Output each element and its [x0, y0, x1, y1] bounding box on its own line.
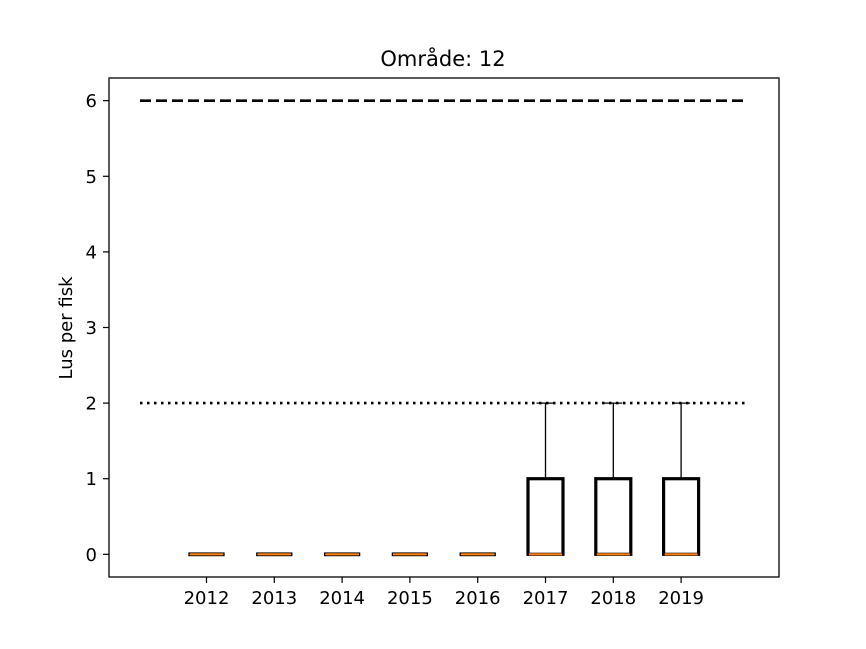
- box-2018: [594, 402, 633, 556]
- box-2014: [323, 552, 361, 557]
- x-tick-label: 2015: [387, 588, 433, 609]
- reference-lines: [140, 99, 748, 405]
- y-tick-label: 4: [86, 242, 97, 263]
- x-tick-label: 2012: [184, 588, 230, 609]
- box-series: [188, 402, 701, 557]
- y-tick-label: 5: [86, 167, 97, 188]
- x-tick-label: 2019: [658, 588, 704, 609]
- box-2015: [391, 552, 429, 557]
- y-tick-label: 2: [86, 394, 97, 415]
- x-axis: 2012 2013 2014 2015 2016 2017 2018 2019: [184, 577, 704, 609]
- box-body: [459, 552, 496, 557]
- plot-frame: [108, 77, 780, 578]
- box-body: [188, 552, 225, 557]
- x-tick-label: 2013: [251, 588, 297, 609]
- box-body: [594, 477, 633, 556]
- y-tick-label: 1: [86, 469, 97, 490]
- x-tick-label: 2016: [455, 588, 501, 609]
- y-tick-label: 6: [86, 91, 97, 112]
- box-body: [526, 477, 565, 556]
- chart-title: Område: 12: [380, 46, 505, 71]
- box-body: [256, 552, 293, 557]
- box-2019: [661, 402, 701, 556]
- x-tick-label: 2014: [319, 588, 365, 609]
- y-tick-label: 0: [86, 545, 97, 566]
- box-2012: [188, 552, 225, 557]
- y-tick-label: 3: [86, 318, 97, 339]
- box-2013: [256, 552, 293, 557]
- x-tick-label: 2017: [523, 588, 569, 609]
- y-axis-label: Lus per fisk: [56, 276, 77, 380]
- box-2017: [526, 402, 565, 556]
- y-axis: 0 1 2 3 4 5 6: [86, 91, 109, 566]
- box-body: [323, 552, 361, 557]
- x-tick-label: 2018: [590, 588, 636, 609]
- box-2016: [459, 552, 496, 557]
- box-body: [391, 552, 429, 557]
- box-body: [661, 477, 701, 556]
